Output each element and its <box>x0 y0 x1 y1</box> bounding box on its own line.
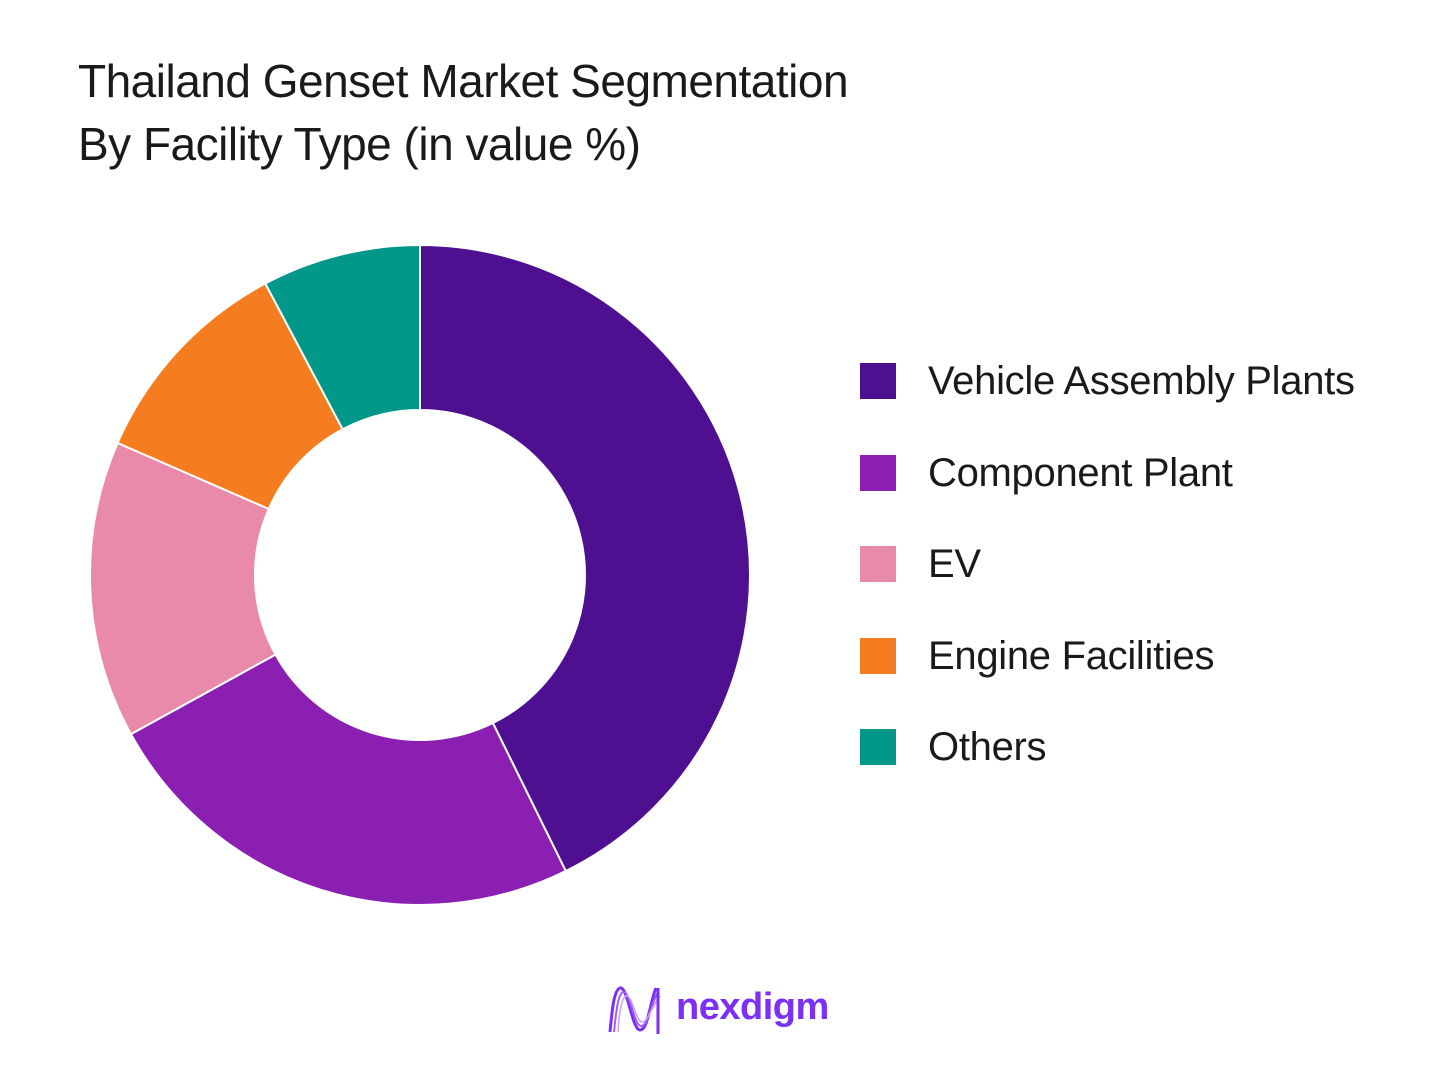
donut-slice-vehicle-assembly-plants <box>419 243 751 873</box>
legend-label: Engine Facilities <box>928 633 1215 678</box>
brand-name: nexdigm <box>676 986 829 1028</box>
legend-swatch <box>860 729 896 765</box>
nexdigm-logo-icon <box>608 986 661 1034</box>
legend-label: Others <box>928 725 1047 769</box>
chart-subtitle: By Facility Type (in value %) <box>78 118 641 170</box>
legend-label: Vehicle Assembly Plants <box>928 359 1355 403</box>
donut-slice-others <box>263 243 421 431</box>
chart-title-block: Thailand Genset Market Segmentation By F… <box>78 50 978 176</box>
chart-title: Thailand Genset Market Segmentation <box>78 55 849 107</box>
legend-swatch <box>860 363 896 399</box>
legend-swatch <box>860 546 896 582</box>
donut-slice-ev <box>89 441 277 736</box>
legend-label: EV <box>928 542 981 586</box>
legend-swatch <box>860 454 896 491</box>
legend-swatch <box>860 637 896 674</box>
legend-label: Component Plant <box>928 450 1233 495</box>
donut-slice-component-plant <box>129 653 568 906</box>
